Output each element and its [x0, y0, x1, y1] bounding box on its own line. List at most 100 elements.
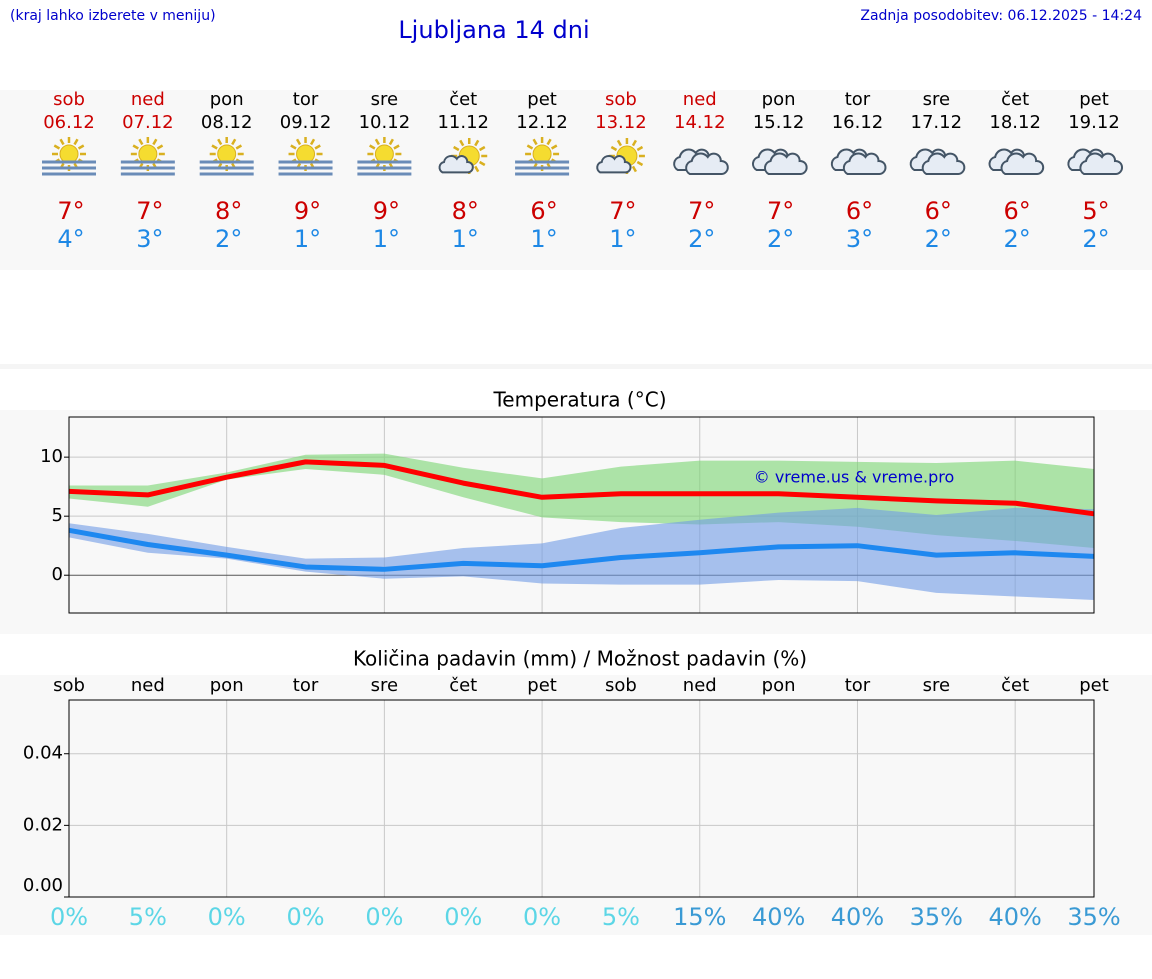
sun-ray [156, 144, 164, 150]
day-date: 15.12 [753, 112, 805, 133]
sun [138, 144, 158, 164]
sun-ray [550, 144, 558, 150]
cloud [921, 152, 966, 175]
temp-low: 1° [609, 225, 636, 253]
day-label: sob [605, 675, 637, 696]
day-date: 06.12 [43, 112, 95, 133]
sun-ray [631, 139, 638, 147]
precip-chance: 35% [910, 903, 963, 931]
sun [532, 144, 552, 164]
temp-line [68, 527, 1095, 572]
weather-icon [357, 137, 412, 176]
sun-ray [217, 138, 223, 146]
day-date: 12.12 [516, 112, 568, 133]
sun-ray [532, 138, 538, 146]
temp-high: 6° [530, 197, 557, 225]
precip-chance: 5% [129, 903, 167, 931]
day-name: pet [1079, 89, 1109, 110]
precip-chance: 35% [1067, 903, 1120, 931]
day-label: sob [53, 675, 85, 696]
temp-low: 1° [530, 225, 557, 253]
temp-high: 6° [1004, 197, 1031, 225]
temp-low: 3° [846, 225, 873, 253]
day-date: 09.12 [280, 112, 332, 133]
sun-ray [631, 165, 638, 173]
temp-low: 1° [452, 225, 479, 253]
weather-icon [909, 148, 966, 175]
temp-high: 6° [925, 197, 952, 225]
y-tick-label: 0.00 [23, 875, 63, 896]
precip-chance: 5% [602, 903, 640, 931]
sun-ray [295, 138, 302, 146]
day-date: 13.12 [595, 112, 647, 133]
temp-line [68, 459, 1095, 517]
cloud [596, 155, 632, 174]
day-label: pon [210, 675, 244, 696]
sun-ray [369, 144, 376, 150]
plot-frame [68, 699, 1095, 898]
day-label: tor [845, 675, 871, 696]
sun-ray [459, 139, 465, 147]
sun-ray [231, 138, 237, 146]
sun-ray [290, 144, 297, 150]
weather-icon [988, 148, 1045, 175]
sun-ray [235, 144, 243, 150]
day-date: 14.12 [674, 112, 726, 133]
cloud [438, 155, 474, 174]
day-date: 17.12 [911, 112, 963, 133]
sun-ray [314, 144, 321, 150]
y-tick-label: 5 [52, 505, 63, 526]
temp-high: 7° [767, 197, 794, 225]
weather-icon [515, 137, 570, 176]
precip-chance: 15% [673, 903, 726, 931]
precip-chance: 0% [208, 903, 246, 931]
precip-chance: 40% [831, 903, 884, 931]
day-date: 18.12 [989, 112, 1041, 133]
weather-icon [438, 138, 488, 174]
temp-high: 6° [846, 197, 873, 225]
precip-chance: 0% [286, 903, 324, 931]
temp-high: 8° [452, 197, 479, 225]
cloud [1079, 152, 1123, 175]
precip-chance: 0% [365, 903, 403, 931]
sun-ray [610, 145, 618, 152]
temp-high: 7° [609, 197, 636, 225]
plot-frame [68, 416, 1095, 614]
day-date: 16.12 [832, 112, 884, 133]
sun-ray [211, 144, 218, 150]
weather-icon [42, 137, 96, 176]
day-date: 08.12 [201, 112, 253, 133]
temp-high: 7° [136, 197, 163, 225]
day-label: sre [923, 675, 950, 696]
day-name: pon [762, 89, 796, 110]
y-tick-label: 0.04 [23, 743, 63, 764]
temp-low: 4° [57, 225, 84, 253]
temp-low: 2° [1004, 225, 1031, 253]
day-date: 11.12 [437, 112, 489, 133]
day-label: pon [762, 675, 796, 696]
day-date: 19.12 [1068, 112, 1120, 133]
y-tick-label: 0.02 [23, 814, 63, 835]
temp-low: 1° [294, 225, 321, 253]
sun-ray [393, 144, 400, 150]
temp-high: 9° [294, 197, 321, 225]
sun [217, 144, 237, 164]
temp-low: 2° [925, 225, 952, 253]
day-name: sre [923, 89, 950, 110]
day-label: ned [131, 675, 165, 696]
sun-ray [526, 144, 534, 150]
y-tick-label: 10 [40, 446, 63, 467]
sun-ray [138, 138, 144, 146]
precip-chance: 40% [752, 903, 805, 931]
day-label: ned [683, 675, 717, 696]
sun-ray [132, 144, 139, 150]
temp-low: 3° [136, 225, 163, 253]
precip-chance: 0% [50, 903, 88, 931]
cloud [842, 152, 887, 175]
sun [296, 144, 316, 164]
day-name: sob [53, 89, 85, 110]
day-label: čet [1001, 675, 1029, 696]
day-name: ned [683, 89, 717, 110]
day-name: tor [845, 89, 871, 110]
